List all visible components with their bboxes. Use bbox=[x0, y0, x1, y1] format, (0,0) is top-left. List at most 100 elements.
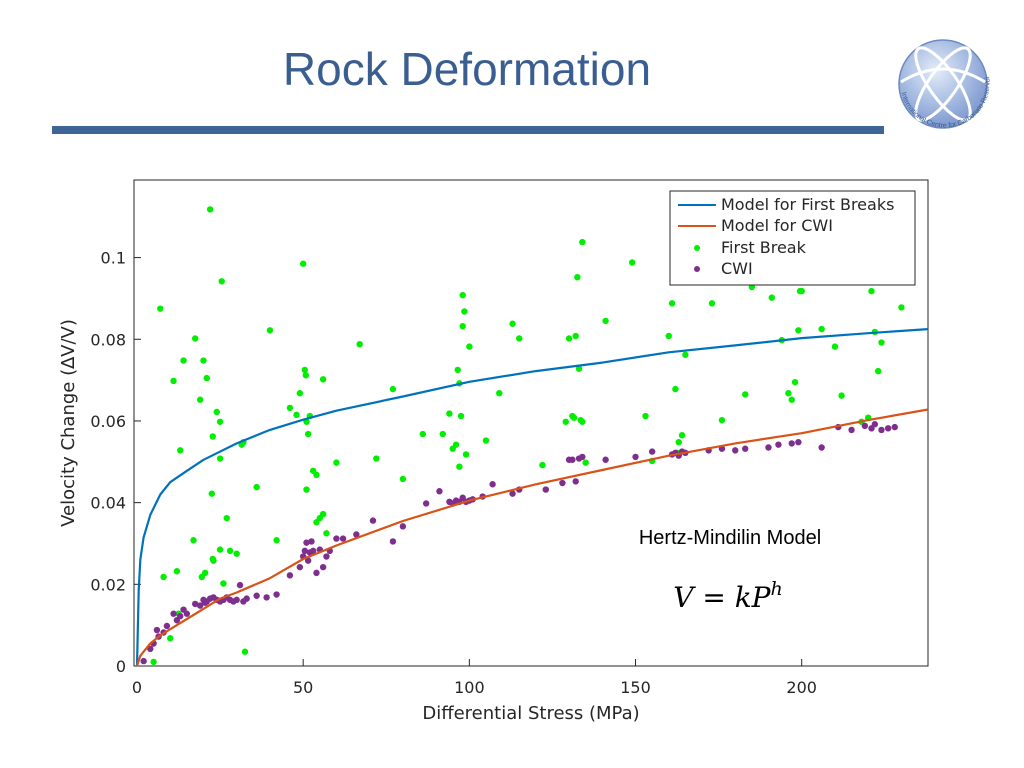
model-curve-model-for-first-breaks bbox=[135, 328, 929, 667]
data-point bbox=[742, 391, 749, 398]
data-point bbox=[303, 539, 310, 546]
data-point bbox=[253, 483, 260, 491]
legend-label-first-break: First Break bbox=[721, 238, 807, 257]
data-point bbox=[831, 343, 839, 350]
data-point bbox=[309, 547, 317, 555]
data-point bbox=[203, 374, 210, 382]
data-point bbox=[765, 444, 772, 451]
data-point bbox=[898, 304, 905, 311]
y-axis-ticks: 0 0.02 0.04 0.06 0.08 0.1 bbox=[90, 249, 141, 676]
data-point bbox=[648, 448, 656, 455]
data-point bbox=[273, 537, 280, 544]
data-point bbox=[579, 418, 586, 425]
data-point bbox=[209, 433, 216, 440]
data-point bbox=[482, 437, 490, 444]
data-point bbox=[313, 471, 320, 479]
data-point bbox=[861, 422, 869, 430]
series-first-break bbox=[150, 206, 905, 666]
data-point bbox=[818, 444, 825, 451]
x-axis-ticks: 0 50 100 150 200 bbox=[132, 659, 817, 697]
data-point bbox=[299, 260, 307, 267]
x-tick-label: 50 bbox=[293, 678, 313, 697]
data-point bbox=[323, 530, 330, 537]
data-point bbox=[236, 581, 244, 589]
data-point bbox=[798, 287, 805, 295]
data-point bbox=[459, 291, 466, 299]
data-point bbox=[223, 514, 230, 522]
legend-label-first-breaks: Model for First Breaks bbox=[721, 195, 894, 214]
data-point bbox=[579, 238, 586, 246]
data-point bbox=[263, 594, 270, 601]
data-point bbox=[356, 340, 363, 348]
data-point bbox=[308, 538, 315, 545]
data-point bbox=[373, 455, 380, 462]
data-point bbox=[304, 430, 312, 438]
data-point bbox=[891, 423, 898, 431]
data-point bbox=[200, 357, 207, 364]
y-tick-label: 0.08 bbox=[90, 330, 126, 349]
data-point bbox=[286, 572, 294, 579]
data-point bbox=[399, 475, 407, 483]
data-point bbox=[456, 463, 463, 470]
data-point bbox=[233, 596, 240, 604]
data-point bbox=[163, 622, 171, 630]
data-point bbox=[213, 408, 220, 416]
data-point bbox=[570, 414, 578, 421]
data-point bbox=[632, 453, 639, 461]
data-point bbox=[878, 339, 885, 346]
y-tick-label: 0.04 bbox=[90, 494, 126, 513]
title-divider bbox=[52, 126, 884, 134]
model-equation: V = kPh bbox=[673, 578, 783, 614]
data-point bbox=[319, 376, 327, 383]
x-tick-label: 150 bbox=[620, 678, 651, 697]
data-point bbox=[454, 366, 461, 374]
data-point bbox=[160, 573, 167, 581]
data-point bbox=[775, 441, 782, 448]
data-point bbox=[884, 425, 892, 432]
data-point bbox=[301, 547, 309, 555]
data-point bbox=[838, 392, 845, 399]
slide-title: Rock Deformation bbox=[282, 43, 652, 95]
data-point bbox=[216, 455, 224, 462]
data-point bbox=[768, 294, 775, 301]
data-point bbox=[296, 389, 304, 397]
legend-marker-first-break bbox=[694, 245, 700, 251]
data-point bbox=[173, 568, 181, 575]
data-point bbox=[206, 206, 214, 213]
x-tick-label: 100 bbox=[454, 678, 485, 697]
data-point bbox=[150, 658, 157, 666]
data-point bbox=[569, 456, 576, 463]
data-point bbox=[818, 325, 825, 333]
data-point bbox=[218, 278, 225, 285]
data-point bbox=[399, 523, 407, 530]
data-point bbox=[190, 537, 197, 544]
data-point bbox=[293, 411, 300, 419]
data-point bbox=[333, 535, 340, 542]
data-point bbox=[208, 490, 215, 497]
legend-box bbox=[669, 190, 916, 286]
data-point bbox=[461, 308, 468, 315]
data-point bbox=[419, 430, 427, 438]
data-point bbox=[496, 389, 503, 397]
organization-logo: International Centre for Carbonate Reser… bbox=[885, 26, 992, 130]
data-point bbox=[313, 569, 320, 577]
legend-label-cwi-model: Model for CWI bbox=[721, 216, 833, 235]
data-point bbox=[602, 456, 609, 463]
y-tick-label: 0.1 bbox=[101, 249, 126, 268]
data-point bbox=[353, 531, 360, 538]
data-point bbox=[565, 335, 573, 342]
data-point bbox=[509, 320, 516, 327]
data-point bbox=[201, 569, 209, 577]
data-point bbox=[210, 557, 217, 564]
data-point bbox=[574, 274, 581, 281]
data-point bbox=[389, 385, 397, 393]
data-point bbox=[170, 377, 177, 385]
data-point bbox=[742, 445, 749, 452]
data-point bbox=[319, 563, 327, 571]
data-point bbox=[572, 332, 579, 340]
data-point bbox=[339, 535, 347, 542]
data-point bbox=[732, 447, 739, 454]
data-point bbox=[668, 300, 676, 307]
data-point bbox=[216, 418, 224, 425]
x-tick-label: 200 bbox=[786, 678, 817, 697]
